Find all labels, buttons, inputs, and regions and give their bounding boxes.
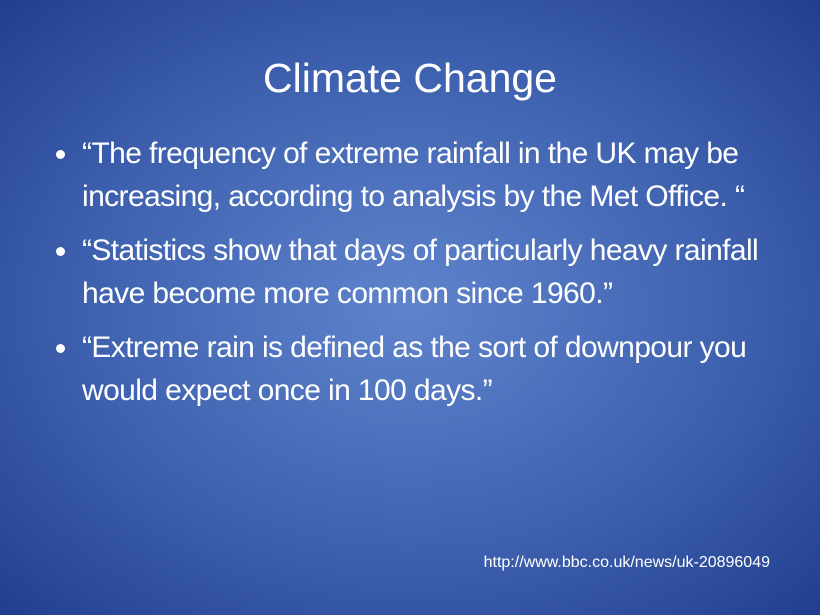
bullet: “The frequency of extreme rainfall in th…	[50, 132, 780, 218]
source-link: http://www.bbc.co.uk/news/uk-20896049	[483, 554, 770, 571]
slide-title: Climate Change	[263, 55, 557, 101]
bullet: “Statistics show that days of particular…	[50, 229, 780, 315]
bullet: “Extreme rain is defined as the sort of …	[50, 326, 780, 412]
bullet-list: “The frequency of extreme rainfall in th…	[50, 132, 780, 423]
